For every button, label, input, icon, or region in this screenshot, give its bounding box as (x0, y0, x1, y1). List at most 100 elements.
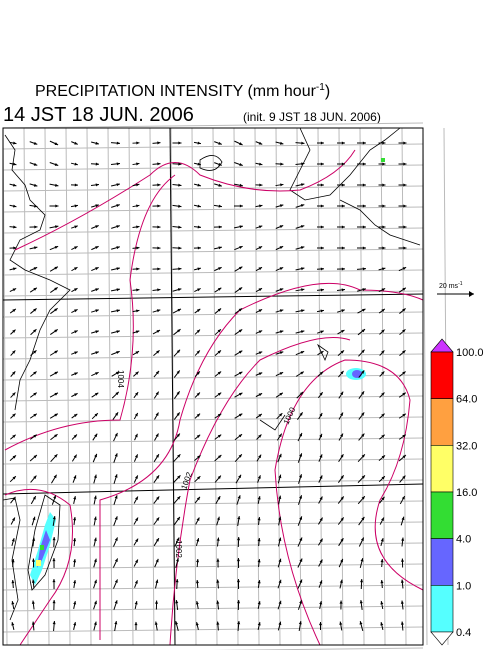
wind-vector-head (279, 225, 284, 229)
wind-vector-head (12, 413, 16, 417)
wind-vector-head (13, 225, 17, 229)
precipitation (30, 158, 385, 585)
wind-vector-head (154, 621, 158, 625)
wind-vector-head (300, 371, 304, 375)
wind-vector-head (136, 309, 140, 313)
wind-vector-head (400, 558, 404, 562)
wind-vector-head (360, 579, 364, 583)
wind-vector-head (319, 496, 323, 500)
wind-vector-head (319, 433, 323, 438)
wind-vector-head (135, 538, 139, 543)
wind-vector-head (217, 350, 221, 354)
wind-vector-head (74, 246, 78, 250)
wind-vector-head (257, 538, 261, 542)
wind-vector-head (94, 433, 98, 438)
wind-vector-head (157, 267, 161, 271)
wind-vector-head (237, 600, 241, 604)
wind-vector-head (93, 474, 97, 479)
precip-area (40, 545, 44, 550)
wind-vector-head (95, 372, 99, 376)
wind-vector-head (135, 517, 139, 522)
wind-vector-head (238, 350, 243, 354)
wind-vector-head (53, 474, 57, 479)
wind-vector-head (74, 183, 78, 187)
wind-vector-head (116, 246, 120, 250)
wind-vector-head (217, 475, 221, 479)
wind-vector-head (95, 330, 99, 334)
wind-vector-head (157, 162, 161, 166)
wind-vector-head (279, 392, 283, 396)
wind-vector-head (12, 392, 16, 396)
wind-vector-head (216, 600, 220, 604)
wind-vector-head (403, 162, 407, 166)
wind-vector-head (217, 392, 222, 396)
wind-vector-head (218, 225, 222, 229)
wind-vector-head (340, 412, 343, 417)
wind-vector-head (400, 621, 404, 625)
wind-vector-head (116, 267, 120, 271)
wind-vector-head (217, 287, 222, 291)
wind-vectors (9, 140, 407, 632)
graticule (2, 122, 449, 650)
title-end: ) (325, 83, 330, 100)
wind-vector-head (95, 162, 99, 166)
wind-vector-head (156, 496, 160, 500)
wind-vector-head (93, 600, 97, 605)
wind-vector-head (236, 558, 241, 562)
wind-vector-head (12, 455, 17, 459)
wind-vector-head (116, 351, 120, 354)
wind-vector-head (340, 496, 344, 500)
wind-vector-head (278, 495, 282, 499)
wind-vector-head (156, 475, 160, 479)
wind-vector-head (320, 309, 324, 313)
wind-vector-head (136, 246, 140, 250)
wind-vector-head (155, 370, 160, 375)
wind-vector-head (361, 370, 365, 374)
wind-vector-head (11, 622, 15, 626)
wind-vector-head (175, 579, 179, 583)
map-frame-bg (3, 128, 423, 645)
wind-vector-head (339, 579, 343, 584)
wind-vector-head (360, 558, 364, 562)
wind-vector-head (135, 371, 139, 375)
wind-vector-head (74, 225, 78, 229)
wind-vector-head (278, 516, 282, 520)
wind-vector-head (178, 141, 182, 145)
wind-vector-head (218, 455, 222, 459)
wind-vector-head (361, 475, 365, 479)
wind-vector-head (74, 162, 78, 166)
wind-vector-head (381, 288, 386, 292)
wind-vector-head (381, 455, 386, 459)
wind-vector-head (33, 350, 37, 354)
wind-vector-head (73, 434, 77, 438)
wind-vector-head (380, 580, 384, 584)
grid-lon (275, 127, 281, 646)
contour-label: 1002 (174, 540, 183, 558)
wind-vector-head (339, 621, 343, 625)
wind-vector-head (381, 329, 385, 333)
colorbar-tick-label: 32.0 (456, 440, 477, 452)
wind-vector-head (380, 601, 384, 605)
wind-vector-head (93, 621, 97, 626)
wind-vector-head (54, 371, 58, 375)
coast (4, 134, 71, 411)
wind-vector-head (382, 183, 386, 187)
wind-vector-head (381, 392, 385, 396)
wind-vector-head (93, 495, 97, 499)
wind-vector-head (340, 475, 344, 479)
wind-vector-head (157, 288, 161, 292)
wind-vector-head (382, 246, 386, 250)
wind-vector-head (136, 288, 140, 292)
wind-vector-head (238, 371, 243, 375)
grid-lat (2, 227, 424, 234)
coast (199, 155, 223, 171)
wind-vector-head (218, 204, 222, 208)
wind-vector-head (341, 246, 345, 250)
colorbar-tick-label: 64.0 (456, 394, 477, 406)
grid-lon (2, 127, 8, 646)
wind-vector-head (197, 476, 201, 480)
wind-vector-head (13, 141, 17, 145)
wind-vector-head (155, 412, 159, 417)
wind-vector-head (33, 267, 38, 271)
wind-vector-head (360, 537, 364, 541)
